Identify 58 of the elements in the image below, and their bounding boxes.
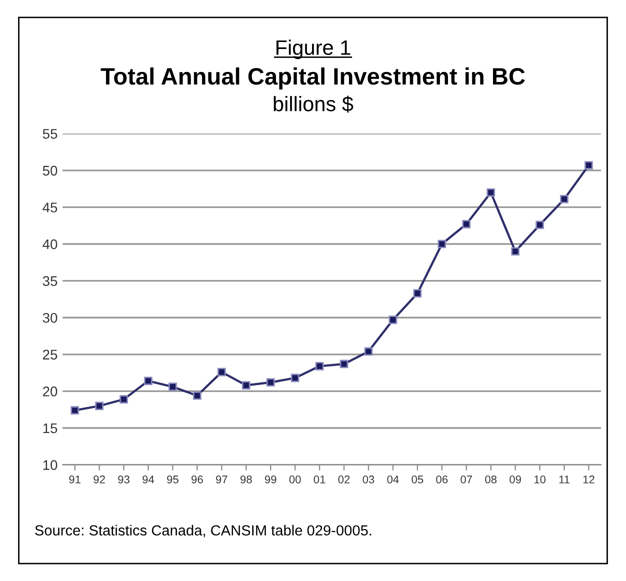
y-tick-label: 45	[42, 202, 58, 212]
x-tick-label: 93	[118, 476, 130, 484]
x-tick-label: 97	[216, 476, 228, 484]
point	[315, 362, 324, 370]
y-tick-label: 10	[43, 460, 58, 470]
x-tick-label: 12	[583, 476, 594, 484]
x-tick-label: 02	[338, 476, 350, 484]
x-tick-label: 09	[510, 476, 521, 484]
point	[290, 374, 300, 382]
point	[413, 289, 422, 298]
point	[462, 220, 471, 228]
x-tick-label: 92	[94, 476, 105, 484]
point	[536, 220, 544, 230]
x-tick-label: 06	[436, 476, 448, 484]
x-tick-label: 91	[69, 476, 80, 484]
point	[560, 194, 568, 204]
x-tick-label: 94	[142, 476, 154, 484]
y-tick-label: 20	[42, 386, 58, 396]
y-tick-label: 55	[42, 129, 58, 139]
source-note: Source: Statistics Canada, CANSIM table 029-0005.	[35, 524, 372, 538]
y-tick-label: 25	[42, 350, 58, 360]
y-tick-label: 35	[42, 276, 58, 286]
x-tick-label: 03	[362, 476, 374, 484]
point	[266, 378, 275, 387]
x-tick-label: 99	[264, 476, 276, 484]
point	[584, 161, 593, 170]
point	[217, 368, 226, 376]
x-tick-label: 04	[387, 476, 399, 484]
point	[340, 360, 348, 368]
x-tick-label: 07	[460, 476, 472, 484]
x-tick-label: 96	[192, 476, 203, 484]
x-tick-label: 95	[167, 476, 178, 484]
y-tick-label: 40	[42, 239, 58, 250]
point	[144, 376, 152, 386]
x-tick-label: 98	[240, 476, 252, 484]
point	[168, 382, 177, 391]
chart-title: Figure 1	[276, 40, 350, 60]
point	[438, 240, 446, 248]
point	[388, 316, 398, 324]
point	[486, 188, 496, 197]
chart-subtitle: Total Annual Capital Investment in BC	[100, 67, 525, 90]
x-tick-label: 10	[534, 476, 546, 484]
y-axis-title: billions $	[274, 96, 354, 113]
y-tick-label: 15	[43, 423, 58, 434]
point	[120, 395, 128, 404]
point	[242, 381, 250, 390]
x-tick-label: 01	[314, 476, 326, 484]
point	[70, 406, 80, 415]
x-tick-label: 00	[289, 476, 301, 484]
x-tick-label: 08	[485, 476, 497, 484]
x-tick-label: 05	[412, 476, 424, 484]
point	[95, 402, 104, 410]
point	[364, 347, 373, 356]
y-tick-label: 30	[42, 312, 58, 323]
x-tick-label: 11	[559, 476, 570, 484]
y-tick-label: 50	[42, 166, 58, 176]
point	[193, 391, 202, 400]
point	[511, 247, 520, 256]
